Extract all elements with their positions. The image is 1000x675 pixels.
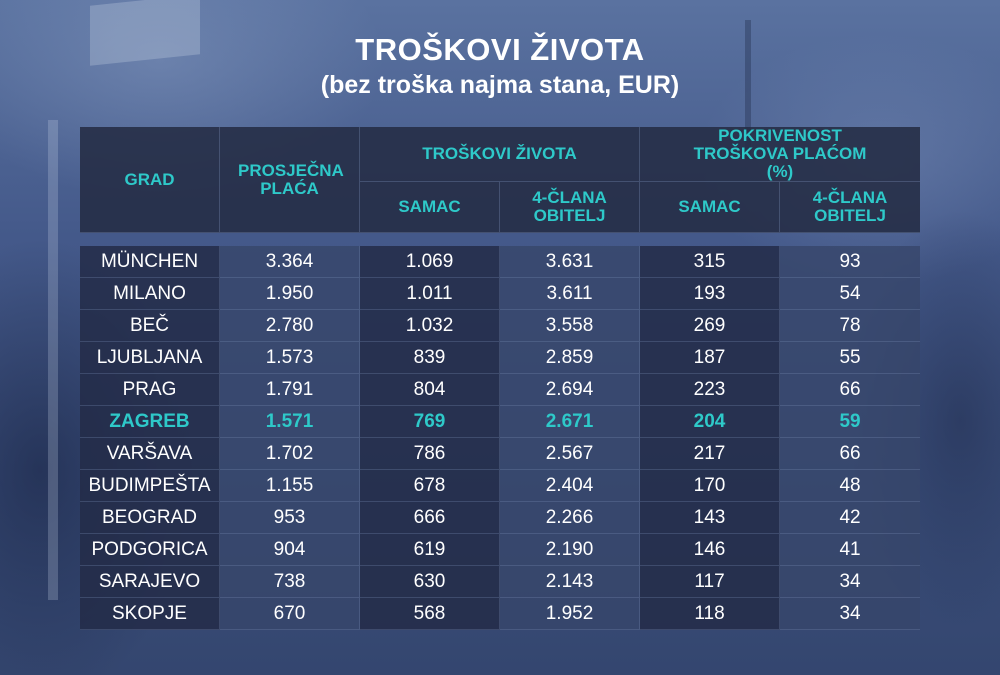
cell-troskovi-samac: 1.032 [360,310,500,342]
cell-pokrivenost-obitelj: 59 [780,406,921,438]
cell-pokrivenost-samac: 187 [640,342,781,374]
cell-pokrivenost-obitelj: 34 [780,566,921,598]
cell-city: PRAG [80,374,220,406]
cell-pokrivenost-obitelj: 66 [780,374,921,406]
cell-prosjecna-placa: 904 [220,534,360,566]
cell-troskovi-obitelj: 2.190 [500,534,641,566]
header-troskovi-samac: SAMAC [360,182,500,233]
cell-pokrivenost-samac: 146 [640,534,781,566]
table-row: ZAGREB 1.571 769 2.671 204 59 [80,406,921,438]
cell-city: MILANO [80,278,220,310]
table-row: BEOGRAD 953 666 2.266 143 42 [80,502,921,534]
table-row: VARŠAVA 1.702 786 2.567 217 66 [80,438,921,470]
background-pole [48,120,58,600]
cell-troskovi-samac: 804 [360,374,500,406]
cell-city: MÜNCHEN [80,246,220,278]
cell-city: SKOPJE [80,598,220,630]
cell-pokrivenost-obitelj: 54 [780,278,921,310]
cell-prosjecna-placa: 1.950 [220,278,360,310]
cell-city: VARŠAVA [80,438,220,470]
header-pokrivenost: POKRIVENOST TROŠKOVA PLAĆOM (%) [640,127,921,182]
cell-pokrivenost-samac: 204 [640,406,781,438]
cell-pokrivenost-obitelj: 34 [780,598,921,630]
cell-troskovi-obitelj: 2.404 [500,470,641,502]
cell-pokrivenost-samac: 170 [640,470,781,502]
cost-of-living-table: GRAD PROSJEČNA PLAĆA TROŠKOVI ŽIVOTA POK… [80,127,921,630]
background-lamp [745,20,751,160]
table-row: BUDIMPEŠTA 1.155 678 2.404 170 48 [80,470,921,502]
cell-troskovi-obitelj: 2.671 [500,406,641,438]
cell-troskovi-obitelj: 2.266 [500,502,641,534]
cell-troskovi-samac: 786 [360,438,500,470]
cell-prosjecna-placa: 1.791 [220,374,360,406]
cell-city: ZAGREB [80,406,220,438]
cell-troskovi-samac: 769 [360,406,500,438]
table-row: SARAJEVO 738 630 2.143 117 34 [80,566,921,598]
page-subtitle: (bez troška najma stana, EUR) [320,71,680,99]
cell-pokrivenost-samac: 217 [640,438,781,470]
cell-troskovi-samac: 839 [360,342,500,374]
cell-prosjecna-placa: 1.702 [220,438,360,470]
table-row: LJUBLJANA 1.573 839 2.859 187 55 [80,342,921,374]
cell-city: BEOGRAD [80,502,220,534]
cell-troskovi-samac: 568 [360,598,500,630]
cell-prosjecna-placa: 1.573 [220,342,360,374]
cell-pokrivenost-obitelj: 66 [780,438,921,470]
table-row: SKOPJE 670 568 1.952 118 34 [80,598,921,630]
cell-troskovi-obitelj: 2.567 [500,438,641,470]
cell-troskovi-samac: 619 [360,534,500,566]
cell-troskovi-obitelj: 3.558 [500,310,641,342]
header-pokrivenost-samac: SAMAC [640,182,781,233]
cell-pokrivenost-samac: 315 [640,246,781,278]
title-block: TROŠKOVI ŽIVOTA (bez troška najma stana,… [0,30,1000,100]
cell-prosjecna-placa: 1.155 [220,470,360,502]
header-pokrivenost-obitelj: 4-ČLANA OBITELJ [780,182,921,233]
cell-troskovi-obitelj: 2.859 [500,342,641,374]
header-troskovi-zivota: TROŠKOVI ŽIVOTA [360,127,641,182]
cell-pokrivenost-samac: 143 [640,502,781,534]
cell-pokrivenost-samac: 118 [640,598,781,630]
cell-pokrivenost-obitelj: 55 [780,342,921,374]
cell-pokrivenost-obitelj: 48 [780,470,921,502]
cell-pokrivenost-samac: 117 [640,566,781,598]
cell-pokrivenost-samac: 269 [640,310,781,342]
table-row: MÜNCHEN 3.364 1.069 3.631 315 93 [80,246,921,278]
table-body: MÜNCHEN 3.364 1.069 3.631 315 93 MILANO 1.950 1.… [80,246,921,630]
cell-pokrivenost-obitelj: 42 [780,502,921,534]
page-title: TROŠKOVI ŽIVOTA [355,32,645,67]
table-row: PODGORICA 904 619 2.190 146 41 [80,534,921,566]
cell-pokrivenost-obitelj: 78 [780,310,921,342]
cell-city: BEČ [80,310,220,342]
cell-troskovi-obitelj: 3.631 [500,246,641,278]
cell-pokrivenost-obitelj: 93 [780,246,921,278]
cell-pokrivenost-obitelj: 41 [780,534,921,566]
cell-troskovi-samac: 666 [360,502,500,534]
cell-city: LJUBLJANA [80,342,220,374]
cell-city: PODGORICA [80,534,220,566]
cell-pokrivenost-samac: 193 [640,278,781,310]
cell-prosjecna-placa: 1.571 [220,406,360,438]
cell-troskovi-obitelj: 3.611 [500,278,641,310]
cell-troskovi-samac: 1.069 [360,246,500,278]
header-troskovi-obitelj: 4-ČLANA OBITELJ [500,182,641,233]
cell-prosjecna-placa: 738 [220,566,360,598]
cell-prosjecna-placa: 953 [220,502,360,534]
cell-pokrivenost-samac: 223 [640,374,781,406]
cell-prosjecna-placa: 2.780 [220,310,360,342]
table-row: PRAG 1.791 804 2.694 223 66 [80,374,921,406]
cell-troskovi-samac: 630 [360,566,500,598]
cell-troskovi-obitelj: 2.694 [500,374,641,406]
cell-troskovi-samac: 678 [360,470,500,502]
cell-city: BUDIMPEŠTA [80,470,220,502]
header-grad: GRAD [80,127,220,233]
cell-prosjecna-placa: 3.364 [220,246,360,278]
cell-prosjecna-placa: 670 [220,598,360,630]
cell-troskovi-samac: 1.011 [360,278,500,310]
header-prosjecna-placa: PROSJEČNA PLAĆA [220,127,360,233]
cell-troskovi-obitelj: 2.143 [500,566,641,598]
cell-city: SARAJEVO [80,566,220,598]
table-row: MILANO 1.950 1.011 3.611 193 54 [80,278,921,310]
table-row: BEČ 2.780 1.032 3.558 269 78 [80,310,921,342]
cell-troskovi-obitelj: 1.952 [500,598,641,630]
